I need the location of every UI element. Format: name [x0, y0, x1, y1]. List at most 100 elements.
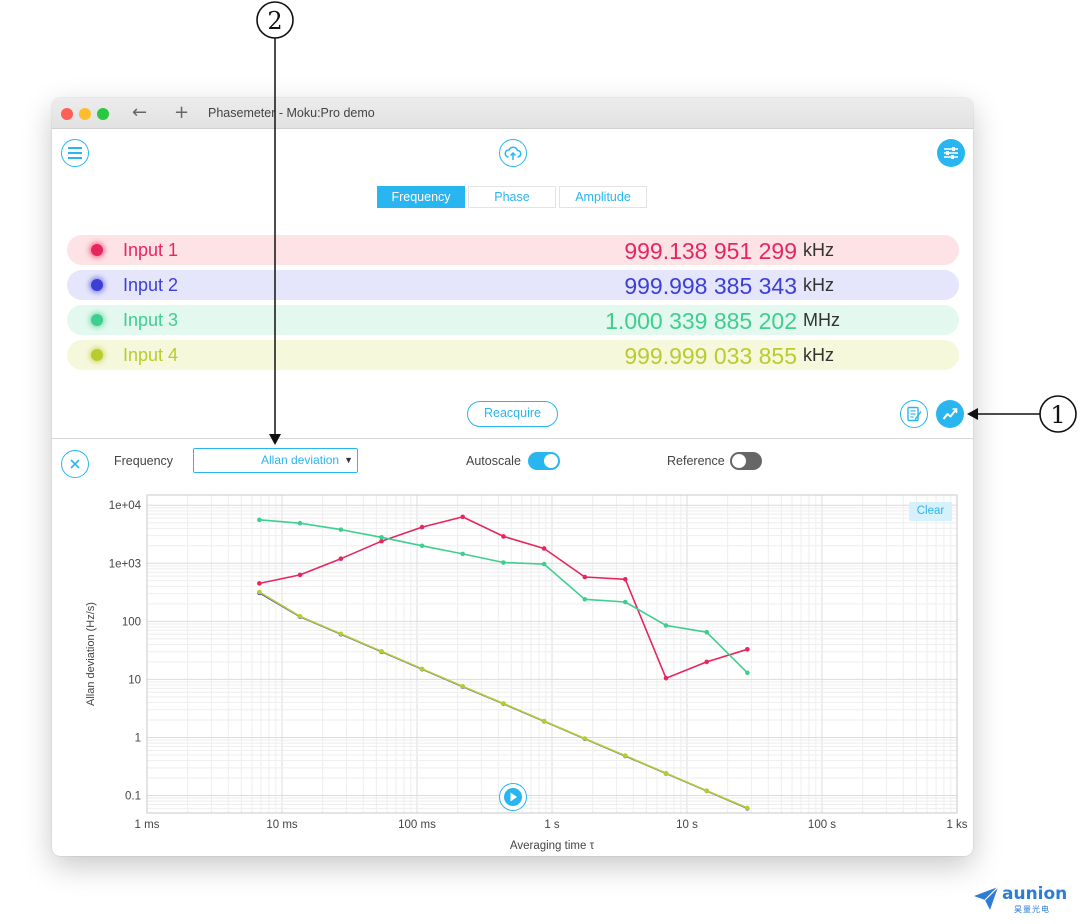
data-point [582, 574, 588, 580]
data-point [541, 546, 547, 551]
y-tick-label: 1 [135, 732, 141, 744]
reference-toggle[interactable] [730, 452, 762, 470]
data-point [460, 551, 465, 557]
data-point [419, 524, 425, 530]
data-point [297, 572, 303, 578]
data-point [541, 561, 547, 567]
menu-button[interactable] [61, 139, 89, 167]
input-2-dot [91, 279, 103, 291]
autoscale-toggle[interactable] [528, 452, 560, 470]
tab-frequency[interactable]: Frequency [377, 186, 465, 208]
data-point [419, 543, 425, 549]
x-tick-label: 1 ms [135, 819, 160, 831]
x-tick-label: 100 s [808, 819, 836, 831]
data-point [663, 675, 669, 681]
cloud-upload-button[interactable] [499, 139, 527, 167]
statistic-select[interactable]: Allan deviation ▼ [193, 448, 358, 473]
logo-subtext: 昊量光电 [1014, 905, 1050, 914]
input-2-value: 999.998 385 343 [624, 273, 797, 299]
menu-icon [68, 147, 82, 159]
chart-toggle-button[interactable] [936, 400, 964, 428]
autoscale-toggle-knob [544, 454, 558, 468]
data-point [704, 788, 710, 794]
data-point [379, 535, 384, 540]
data-point [582, 736, 588, 741]
tab-phase[interactable]: Phase [468, 186, 556, 208]
x-tick-label: 1 s [544, 819, 560, 831]
input-4-dot [91, 349, 103, 361]
y-tick-label: 1e+03 [109, 558, 141, 570]
data-point [745, 805, 750, 811]
data-point [257, 517, 262, 523]
input-1-dot [91, 244, 103, 256]
logo-text: aunion [1002, 884, 1068, 904]
x-tick-label: 1 ks [946, 819, 967, 831]
reacquire-button[interactable]: Reacquire [467, 401, 558, 427]
settings-button[interactable] [937, 139, 965, 167]
maximize-window-button[interactable] [97, 108, 109, 120]
callout-1-label: 1 [1050, 401, 1065, 429]
input-1-unit: kHz [803, 240, 834, 260]
data-point [704, 629, 710, 635]
y-tick-label: 100 [122, 616, 141, 628]
x-tick-label: 10 s [676, 819, 698, 831]
input-3-unit: MHz [803, 310, 840, 330]
panel-divider [52, 438, 973, 439]
x-tick-label: 10 ms [266, 819, 298, 831]
input-4-label: Input 4 [123, 345, 179, 365]
new-tab-button[interactable]: + [174, 102, 190, 123]
input-row-1: Input 1 999.138 951 299 kHz [67, 235, 959, 265]
tab-amplitude[interactable]: Amplitude [559, 186, 647, 208]
input-row-2: Input 2 999.998 385 343 kHz [67, 270, 959, 300]
callout-1-arrowhead [967, 408, 978, 420]
data-point [460, 514, 465, 520]
input-3-dot [91, 314, 103, 326]
back-button[interactable]: ← [132, 102, 148, 123]
data-point [541, 718, 547, 724]
play-button[interactable] [499, 783, 527, 811]
y-axis-label: Allan deviation (Hz/s) [85, 602, 97, 706]
y-tick-label: 10 [128, 674, 141, 686]
data-point [622, 599, 628, 605]
app-window: ← + Phasemeter - Moku:Pro demo Frequency… [52, 98, 973, 856]
chevron-down-icon: ▼ [344, 455, 353, 465]
quantity-label: Frequency [114, 454, 174, 468]
data-point [257, 589, 262, 595]
data-point [622, 576, 628, 582]
allan-deviation-chart[interactable]: 1 ms 10 ms 100 ms 1 s 10 s 100 s 1 ks 0.1 1 10 100… [52, 98, 973, 856]
data-point [501, 560, 506, 565]
input-2-label: Input 2 [123, 275, 179, 295]
data-point [704, 659, 710, 665]
settings-sliders-icon [944, 147, 958, 159]
close-chart-button[interactable] [61, 450, 89, 478]
title-bar: ← + Phasemeter - Moku:Pro demo [52, 98, 973, 129]
data-point [663, 770, 669, 776]
data-point [257, 581, 262, 586]
aunion-logo: aunion 昊量光电 [972, 884, 1072, 914]
data-point [745, 670, 750, 676]
close-window-button[interactable] [61, 108, 73, 120]
clear-button[interactable]: Clear [909, 502, 952, 521]
data-log-button[interactable] [900, 400, 928, 428]
input-1-label: Input 1 [123, 240, 179, 260]
y-tick-label: 0.1 [125, 791, 141, 803]
input-4-value: 999.999 033 855 [624, 343, 797, 369]
statistic-select-value: Allan deviation [261, 453, 340, 467]
callout-2-arrowhead [269, 434, 281, 445]
data-point [297, 520, 303, 526]
reference-toggle-knob [732, 454, 746, 468]
minimize-window-button[interactable] [79, 108, 91, 120]
window-title: Phasemeter - Moku:Pro demo [208, 106, 375, 120]
close-icon [70, 459, 80, 469]
data-point [501, 534, 506, 539]
input-3-label: Input 3 [123, 310, 179, 330]
reference-label: Reference [667, 454, 725, 468]
input-2-unit: kHz [803, 275, 834, 295]
input-1-value: 999.138 951 299 [624, 238, 797, 264]
data-point [460, 684, 465, 689]
measurement-tabs: Frequency Phase Amplitude [377, 186, 647, 208]
cloud-upload-icon [504, 146, 522, 160]
input-3-value: 1.000 339 885 202 [605, 308, 797, 334]
plot-frame [146, 494, 958, 814]
input-row-4: Input 4 999.999 033 855 kHz [67, 340, 959, 370]
